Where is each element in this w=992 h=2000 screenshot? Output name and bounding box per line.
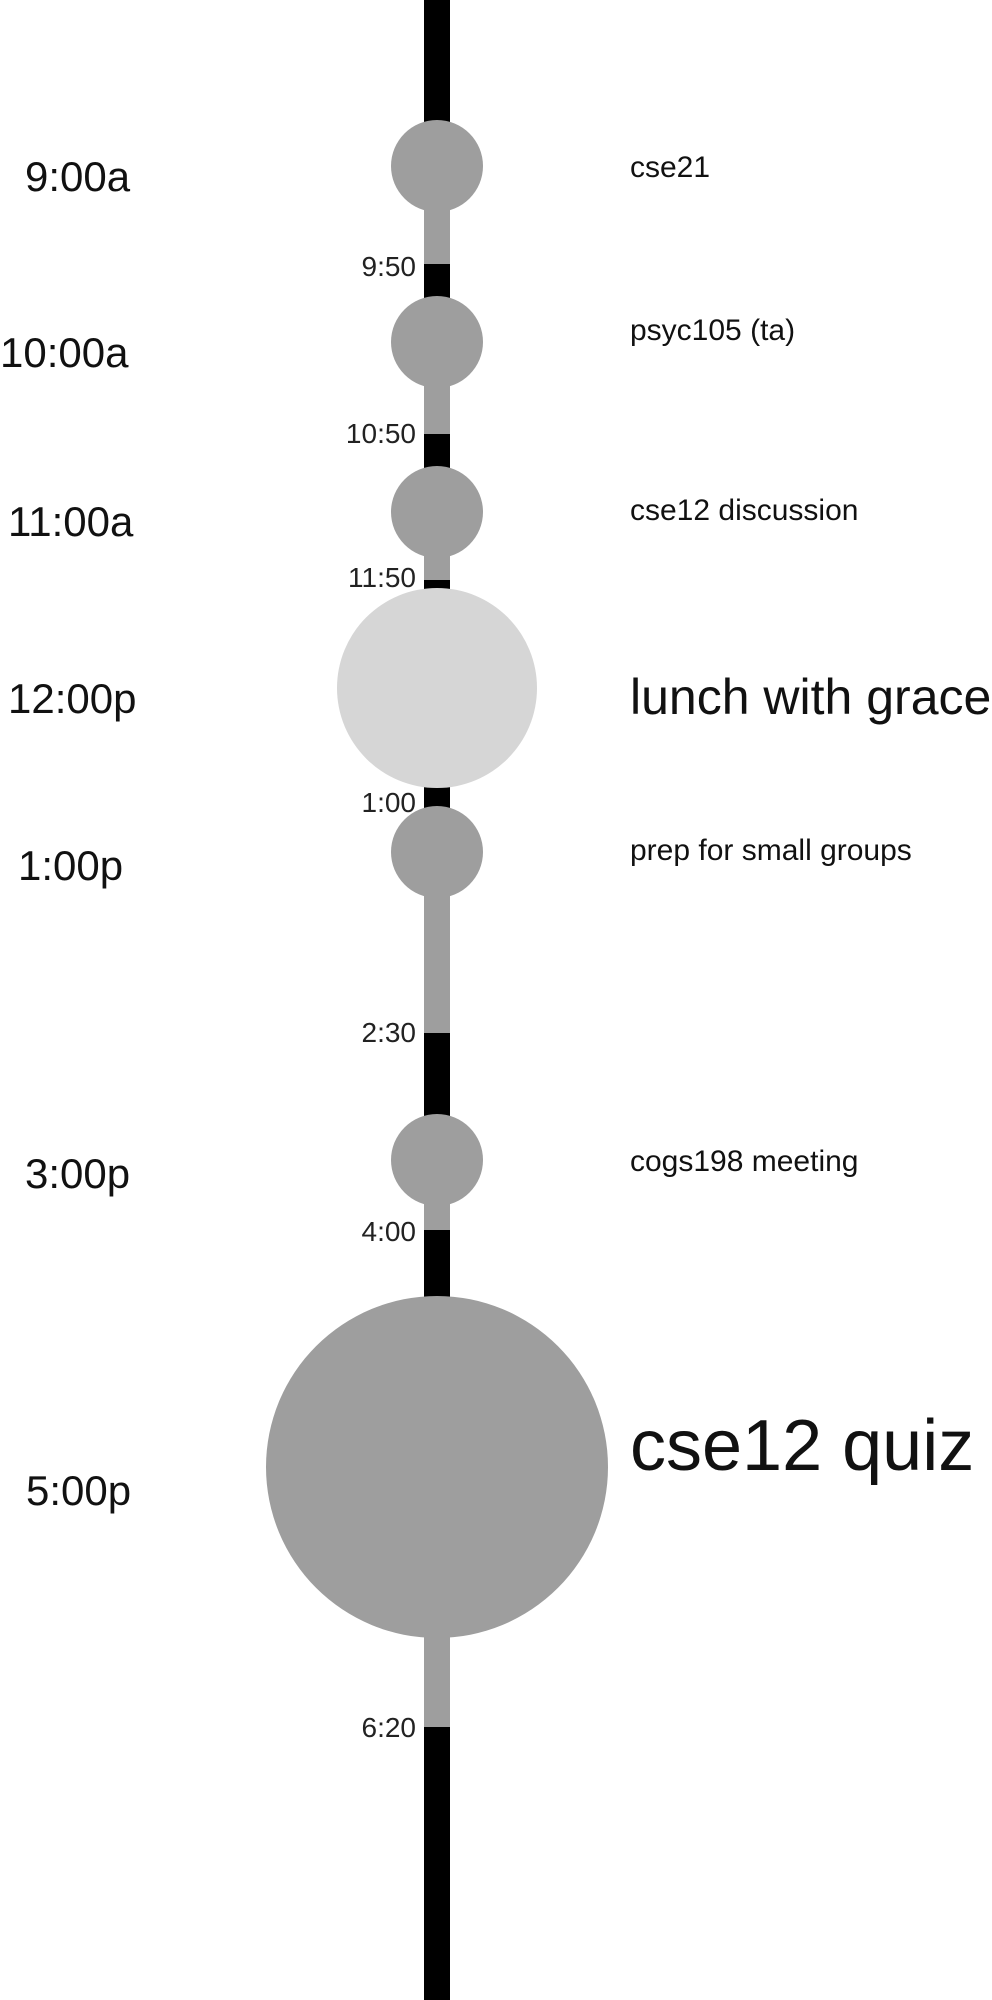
- event-title[interactable]: psyc105 (ta): [630, 314, 796, 347]
- event-end-time: 10:50: [345, 418, 416, 449]
- event-end-time: 2:30: [361, 1017, 417, 1048]
- event-node[interactable]: [391, 806, 483, 898]
- event-start-time: 11:00a: [8, 498, 134, 545]
- event-node[interactable]: [391, 120, 483, 212]
- event-start-time: 9:00a: [25, 153, 131, 200]
- event-start-time: 1:00p: [18, 842, 124, 889]
- event-end-time: 6:20: [361, 1712, 417, 1743]
- event-title[interactable]: lunch with grace: [630, 669, 992, 725]
- event-title[interactable]: cse21: [630, 151, 711, 184]
- event-node[interactable]: [391, 1114, 483, 1206]
- event-end-time: 1:00: [361, 787, 417, 818]
- event-start-time: 10:00a: [0, 329, 129, 376]
- event-title[interactable]: cse12 discussion: [630, 494, 859, 527]
- event-node[interactable]: [266, 1296, 608, 1638]
- event-node[interactable]: [391, 296, 483, 388]
- event-start-time: 5:00p: [26, 1467, 132, 1514]
- event-node[interactable]: [391, 466, 483, 558]
- event-end-time: 9:50: [361, 251, 417, 282]
- event-end-time: 4:00: [361, 1216, 417, 1247]
- event-title[interactable]: cse12 quiz: [630, 1406, 975, 1486]
- event-start-time: 3:00p: [25, 1150, 131, 1197]
- event-title[interactable]: cogs198 meeting: [630, 1145, 859, 1178]
- event-title[interactable]: prep for small groups: [630, 834, 912, 867]
- event-node[interactable]: [337, 588, 537, 788]
- event-start-time: 12:00p: [8, 675, 137, 722]
- event-end-time: 11:50: [348, 562, 416, 593]
